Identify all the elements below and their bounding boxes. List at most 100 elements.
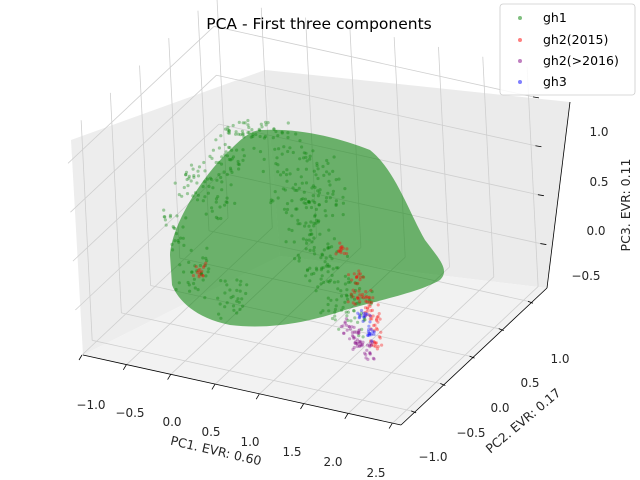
scatter-point-gh1 xyxy=(326,262,330,266)
scatter-point-gh1 xyxy=(219,316,223,320)
scatter-point-gh1 xyxy=(333,307,337,312)
scatter-point-gh1 xyxy=(203,296,207,300)
scatter-point-gh1 xyxy=(307,200,311,204)
scatter-point-gh1 xyxy=(288,172,292,176)
scatter-point-gh1 xyxy=(215,178,219,182)
scatter-point-gh2(2015) xyxy=(350,278,354,282)
scatter-point-gh2(2015) xyxy=(370,300,374,305)
scatter-point-gh1 xyxy=(219,134,223,138)
scatter-point-gh2(>2016) xyxy=(371,356,375,360)
scatter-point-gh1 xyxy=(266,121,270,125)
scatter-point-gh2(>2016) xyxy=(357,344,361,348)
scatter-point-gh1 xyxy=(331,267,335,271)
scatter-point-gh1 xyxy=(204,212,208,216)
scatter-point-gh1 xyxy=(328,183,332,187)
scatter-point-gh1 xyxy=(308,266,312,270)
scatter-point-gh1 xyxy=(260,125,264,129)
scatter-point-gh1 xyxy=(310,232,314,236)
scatter-point-gh2(>2016) xyxy=(369,341,373,345)
scatter-point-gh1 xyxy=(296,222,300,226)
scatter-point-gh2(2015) xyxy=(365,309,369,313)
scatter-point-gh1 xyxy=(220,155,224,159)
scatter-point-gh2(2015) xyxy=(191,274,195,278)
legend-box xyxy=(499,3,636,96)
z-axis-label: PC3. EVR: 0.11 xyxy=(618,159,633,252)
scatter-point-gh2(2015) xyxy=(372,339,376,344)
scatter-point-gh1 xyxy=(370,290,374,294)
x-tick-label: 2.5 xyxy=(366,466,385,480)
scatter-point-gh1 xyxy=(344,293,349,297)
scatter-point-gh2(>2016) xyxy=(357,340,361,344)
scatter-point-gh2(2015) xyxy=(357,272,361,276)
scatter-point-gh2(2015) xyxy=(356,295,360,299)
scatter-point-gh1 xyxy=(230,148,234,152)
scatter-point-gh2(2015) xyxy=(359,275,363,279)
legend-marker-gh2-2016 xyxy=(518,59,522,63)
scatter-point-gh1 xyxy=(247,125,251,130)
scatter-point-gh1 xyxy=(285,168,289,172)
scatter-point-gh1 xyxy=(306,199,310,204)
scatter-point-gh1 xyxy=(237,167,241,171)
scatter-point-gh2(2015) xyxy=(194,265,198,269)
scatter-point-gh1 xyxy=(230,170,234,174)
scatter-point-gh2(2015) xyxy=(353,302,357,306)
scatter-point-gh2(>2016) xyxy=(351,335,355,339)
scatter-points xyxy=(162,118,384,361)
scatter-point-gh1 xyxy=(225,283,229,287)
scatter-point-gh1 xyxy=(286,131,290,135)
scatter-point-gh1 xyxy=(283,188,287,192)
scatter-point-gh1 xyxy=(311,184,315,188)
scatter-point-gh1 xyxy=(182,243,186,247)
scatter-point-gh1 xyxy=(241,304,245,308)
scatter-point-gh2(2015) xyxy=(361,275,366,279)
scatter-point-gh1 xyxy=(196,193,200,197)
scatter-point-gh2(>2016) xyxy=(368,343,372,347)
scatter-point-gh1 xyxy=(332,237,336,241)
scatter-point-gh1 xyxy=(192,281,196,286)
scatter-point-gh1 xyxy=(305,159,309,163)
scatter-point-gh1 xyxy=(285,207,290,212)
scatter-point-gh1 xyxy=(323,260,327,264)
scatter-point-gh1 xyxy=(181,225,185,229)
scatter-point-gh1 xyxy=(331,213,335,218)
x-tick-mark xyxy=(167,374,171,380)
scatter-point-gh1 xyxy=(281,170,286,174)
scatter-point-gh2(2015) xyxy=(198,267,202,271)
scatter-point-gh2(2015) xyxy=(375,317,379,321)
scatter-point-gh1 xyxy=(341,305,345,310)
scatter-point-gh3 xyxy=(372,330,376,334)
scatter-point-gh2(2015) xyxy=(376,344,380,349)
z-tick-label: 0.0 xyxy=(586,224,605,238)
scatter-point-gh2(>2016) xyxy=(357,331,361,335)
scatter-point-gh1 xyxy=(315,164,319,168)
scatter-point-gh1 xyxy=(304,221,308,225)
z-back-gridline xyxy=(216,74,536,147)
x-tick-labels: −1.0 −0.5 0.0 0.5 1.0 1.5 2.0 2.5 xyxy=(76,398,385,480)
scatter-point-gh1 xyxy=(219,175,223,180)
scatter-point-gh1 xyxy=(210,206,214,210)
z-tick-label: 0.5 xyxy=(589,175,608,189)
scatter-point-gh1 xyxy=(184,216,188,220)
scatter-point-gh2(>2016) xyxy=(371,340,375,344)
scatter-point-gh1 xyxy=(320,266,324,270)
scatter-point-gh2(2015) xyxy=(358,300,362,304)
scatter-point-gh1 xyxy=(237,162,241,167)
scatter-point-gh1 xyxy=(223,305,227,309)
scatter-point-gh1 xyxy=(259,122,263,126)
scatter-point-gh2(>2016) xyxy=(364,353,368,357)
scatter-point-gh1 xyxy=(324,196,329,200)
scatter-point-gh1 xyxy=(192,277,196,281)
scatter-point-gh1 xyxy=(226,125,230,129)
scatter-point-gh1 xyxy=(231,304,236,308)
scatter-point-gh2(2015) xyxy=(356,297,361,301)
scatter-point-gh1 xyxy=(330,316,335,321)
scatter-point-gh1 xyxy=(308,248,312,252)
legend-marker-gh2-2015 xyxy=(518,38,522,42)
scatter-point-gh2(>2016) xyxy=(355,342,359,346)
scatter-point-gh1 xyxy=(235,148,239,152)
scatter-point-gh1 xyxy=(312,245,316,250)
scatter-point-gh2(2015) xyxy=(377,335,381,339)
scatter-point-gh1 xyxy=(327,246,331,250)
scatter-point-gh1 xyxy=(307,224,311,228)
scatter-point-gh1 xyxy=(197,165,202,169)
